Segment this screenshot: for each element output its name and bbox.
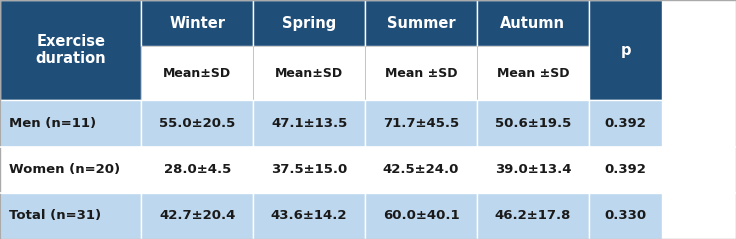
Bar bbox=[141, 193, 253, 239]
Text: 46.2±17.8: 46.2±17.8 bbox=[495, 209, 571, 223]
Text: Mean ±SD: Mean ±SD bbox=[385, 67, 457, 80]
Bar bbox=[141, 147, 253, 193]
Bar bbox=[0, 193, 141, 239]
Bar bbox=[253, 0, 365, 46]
Text: 42.7±20.4: 42.7±20.4 bbox=[159, 209, 236, 223]
Bar bbox=[589, 193, 662, 239]
Text: Mean ±SD: Mean ±SD bbox=[497, 67, 569, 80]
Text: 50.6±19.5: 50.6±19.5 bbox=[495, 117, 571, 130]
Text: p: p bbox=[620, 43, 631, 58]
Bar bbox=[589, 0, 662, 100]
Bar bbox=[0, 147, 141, 193]
Text: Women (n=20): Women (n=20) bbox=[9, 163, 120, 176]
Bar bbox=[0, 0, 141, 100]
Bar bbox=[477, 100, 589, 147]
Bar bbox=[253, 193, 365, 239]
Bar bbox=[141, 100, 253, 147]
Bar bbox=[365, 147, 477, 193]
Text: 42.5±24.0: 42.5±24.0 bbox=[383, 163, 459, 176]
Bar bbox=[477, 46, 589, 100]
Text: 55.0±20.5: 55.0±20.5 bbox=[159, 117, 236, 130]
Text: 43.6±14.2: 43.6±14.2 bbox=[271, 209, 347, 223]
Bar bbox=[141, 0, 253, 46]
Bar bbox=[253, 46, 365, 100]
Text: 39.0±13.4: 39.0±13.4 bbox=[495, 163, 571, 176]
Bar bbox=[253, 147, 365, 193]
Text: 0.392: 0.392 bbox=[605, 117, 646, 130]
Bar bbox=[477, 193, 589, 239]
Text: Exercise
duration: Exercise duration bbox=[35, 34, 106, 66]
Text: Spring: Spring bbox=[282, 16, 336, 31]
Text: 71.7±45.5: 71.7±45.5 bbox=[383, 117, 459, 130]
Text: Men (n=11): Men (n=11) bbox=[9, 117, 96, 130]
Bar bbox=[477, 0, 589, 46]
Bar bbox=[365, 100, 477, 147]
Text: 28.0±4.5: 28.0±4.5 bbox=[163, 163, 231, 176]
Text: Summer: Summer bbox=[386, 16, 456, 31]
Bar bbox=[589, 147, 662, 193]
Text: Mean±SD: Mean±SD bbox=[163, 67, 231, 80]
Bar bbox=[0, 100, 141, 147]
Text: 47.1±13.5: 47.1±13.5 bbox=[271, 117, 347, 130]
Text: 60.0±40.1: 60.0±40.1 bbox=[383, 209, 459, 223]
Text: 0.330: 0.330 bbox=[604, 209, 647, 223]
Text: 37.5±15.0: 37.5±15.0 bbox=[271, 163, 347, 176]
Text: Winter: Winter bbox=[169, 16, 225, 31]
Text: Total (n=31): Total (n=31) bbox=[9, 209, 101, 223]
Bar bbox=[477, 147, 589, 193]
Text: Autumn: Autumn bbox=[500, 16, 565, 31]
Bar bbox=[253, 100, 365, 147]
Bar bbox=[589, 100, 662, 147]
Text: Mean±SD: Mean±SD bbox=[275, 67, 343, 80]
Text: 0.392: 0.392 bbox=[605, 163, 646, 176]
Bar bbox=[365, 193, 477, 239]
Bar bbox=[365, 0, 477, 46]
Bar bbox=[365, 46, 477, 100]
Bar bbox=[141, 46, 253, 100]
